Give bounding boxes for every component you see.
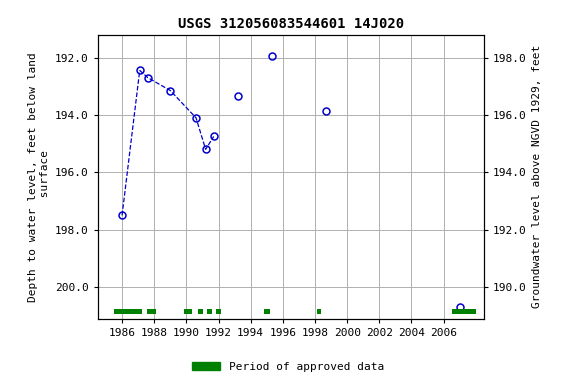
Y-axis label: Groundwater level above NGVD 1929, feet: Groundwater level above NGVD 1929, feet [532,45,542,308]
Bar [147,309,156,314]
Bar [114,309,142,314]
Legend: Period of approved data: Period of approved data [188,358,388,377]
Y-axis label: Depth to water level, feet below land
 surface: Depth to water level, feet below land su… [28,52,50,301]
Bar [184,309,192,314]
Bar [317,309,321,314]
Bar [216,309,221,314]
Bar [452,309,476,314]
Title: USGS 312056083544601 14J020: USGS 312056083544601 14J020 [178,17,404,31]
Bar [207,309,212,314]
Bar [198,309,203,314]
Bar [264,309,270,314]
